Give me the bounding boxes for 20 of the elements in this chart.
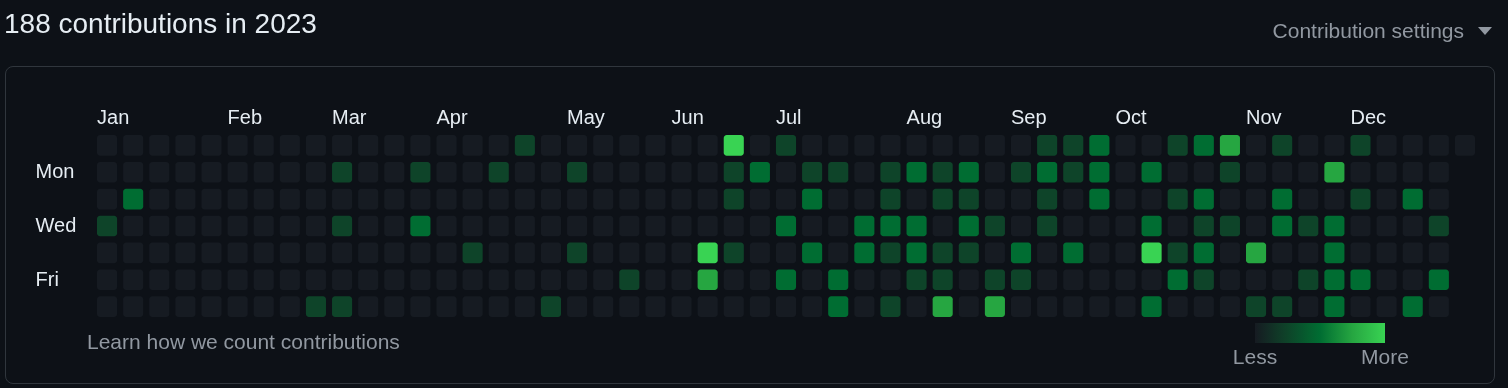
x-tick-label: Dec: [1350, 105, 1387, 128]
text: Contribution settings: [1272, 19, 1464, 43]
x-tick-label: Nov: [1246, 105, 1282, 128]
chart-title: 188 contributions in 2023: [4, 8, 317, 40]
x-tick-label: Apr: [436, 105, 468, 128]
x-tick-label: May: [567, 105, 605, 128]
x-tick-label: Sep: [1011, 105, 1047, 128]
y-tick-label: Fri: [35, 267, 59, 290]
x-tick-label: Feb: [227, 105, 263, 128]
y-tick-label: Mon: [35, 160, 75, 183]
color-bar-label: More: [1361, 345, 1409, 368]
color-bar-label: Less: [1232, 345, 1278, 368]
y-tick-label: Wed: [35, 214, 77, 236]
x-tick-label: Jul: [776, 105, 802, 128]
x-tick-label: Jun: [671, 105, 704, 128]
x-tick-label: Oct: [1115, 105, 1148, 128]
text: Learn how we count contributions: [87, 330, 400, 354]
x-tick-label: Jan: [97, 105, 130, 128]
x-tick-label: Aug: [906, 105, 943, 128]
x-tick-label: Mar: [332, 105, 367, 128]
